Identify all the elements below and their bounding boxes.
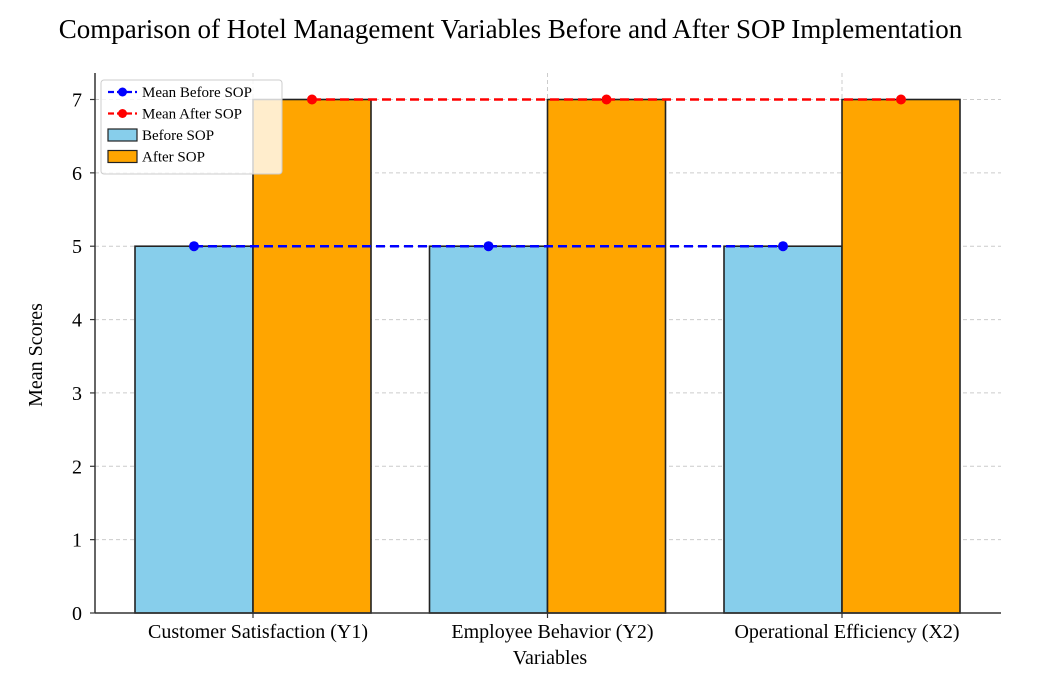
bar-after-sop xyxy=(252,98,372,614)
legend-bar-swatch xyxy=(107,128,138,142)
mean-after-point xyxy=(601,94,612,105)
bar-before-sop xyxy=(134,245,254,614)
y-tick-label: 4 xyxy=(72,310,82,332)
mean-lines xyxy=(189,94,906,252)
legend-entry: Mean After SOP xyxy=(108,107,242,123)
mean-after-point xyxy=(896,94,906,105)
legend-entry: Before SOP xyxy=(107,128,214,144)
y-tick-label: 7 xyxy=(72,90,82,112)
mean-after-point xyxy=(307,94,317,105)
legend-bar-swatch xyxy=(107,149,138,164)
x-tick-label: Employee Behavior (Y2) xyxy=(451,621,653,643)
x-tick-label: Operational Efficiency (X2) xyxy=(734,621,959,643)
legend-label: Before SOP xyxy=(142,128,214,144)
bars xyxy=(134,98,961,614)
legend-entry: After SOP xyxy=(107,149,205,166)
tick-labels: 0 1 2 3 4 5 6 7 Customer Satisfaction (Y1) Employ… xyxy=(72,90,960,644)
bar-before-sop xyxy=(428,245,549,614)
legend-marker xyxy=(118,109,127,118)
y-tick-label: 3 xyxy=(72,383,82,405)
legend-label: Mean After SOP xyxy=(142,107,242,123)
y-axis-label: Mean Scores xyxy=(25,303,47,407)
legend-marker xyxy=(118,87,127,97)
y-tick-label: 0 xyxy=(72,603,82,625)
bar-before-sop xyxy=(723,245,843,614)
legend-entry: Mean Before SOP xyxy=(108,85,252,101)
legend-box xyxy=(100,79,283,175)
y-tick-label: 6 xyxy=(72,163,82,185)
y-tick-label: 2 xyxy=(72,456,82,478)
x-tick-label: Customer Satisfaction (Y1) xyxy=(148,621,368,643)
x-axis-label: Variables xyxy=(513,647,588,669)
mean-before-point xyxy=(483,241,494,252)
y-tick-label: 5 xyxy=(72,236,82,258)
legend: Mean Before SOP Mean After SOP Before SOP A… xyxy=(100,79,283,175)
y-tick-label: 1 xyxy=(72,530,82,552)
legend-label: After SOP xyxy=(142,150,205,166)
mean-before-point xyxy=(189,241,199,252)
bar-after-sop xyxy=(546,98,667,614)
chart-title: Comparison of Hotel Management Variables… xyxy=(58,14,963,44)
bar-after-sop xyxy=(841,98,961,614)
legend-label: Mean Before SOP xyxy=(142,85,252,101)
mean-before-point xyxy=(778,241,788,252)
